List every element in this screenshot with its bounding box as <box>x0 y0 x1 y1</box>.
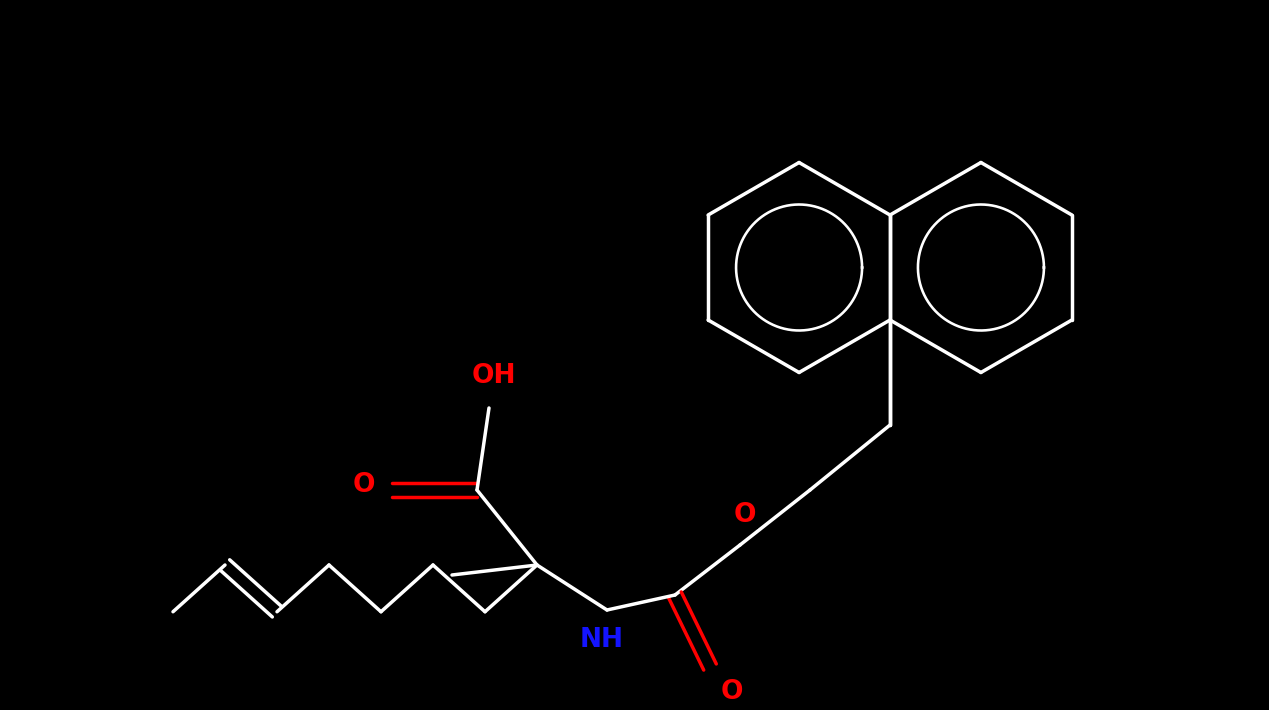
Text: O: O <box>733 502 756 528</box>
Text: OH: OH <box>472 363 516 389</box>
Text: O: O <box>721 679 744 705</box>
Text: O: O <box>353 472 376 498</box>
Text: NH: NH <box>580 627 624 653</box>
